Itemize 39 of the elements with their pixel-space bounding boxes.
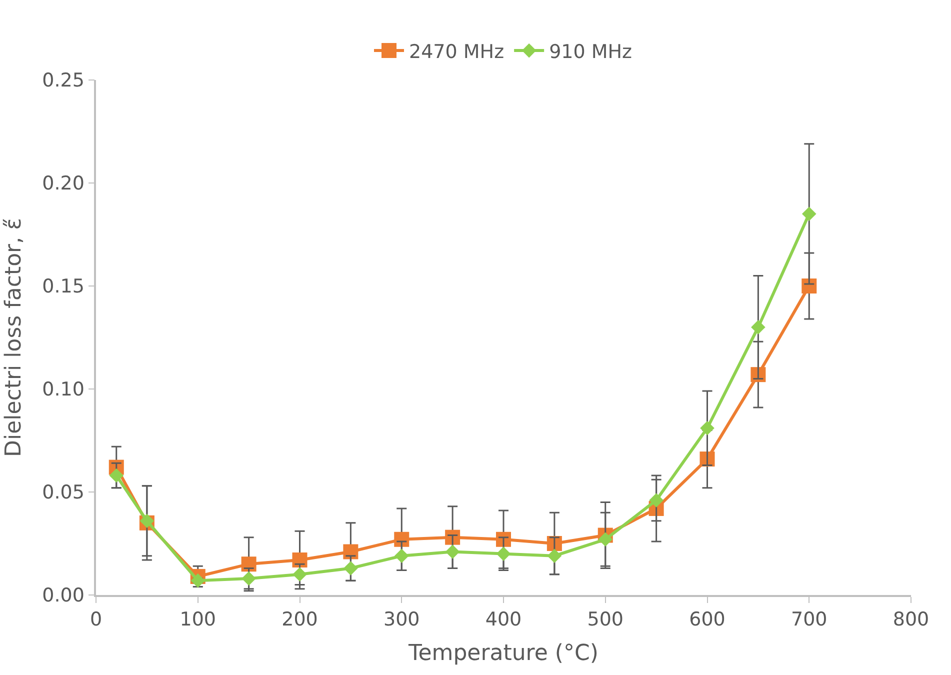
x-tick-label: 300 <box>383 608 420 631</box>
legend-label: 2470 MHz <box>409 40 504 63</box>
y-axis-title: Dielectri loss factor, ε̋ <box>1 218 26 457</box>
y-tick-label: 0.10 <box>42 378 84 401</box>
x-axis-title: Temperature (°C) <box>408 640 598 666</box>
point <box>140 514 154 528</box>
point <box>190 573 206 588</box>
x-tick-label: 200 <box>282 608 318 631</box>
point <box>292 567 307 582</box>
x-tick-label: 0 <box>90 608 102 631</box>
x-tick-label: 700 <box>790 608 828 631</box>
point <box>598 532 613 547</box>
x-tick-label: 100 <box>180 608 216 631</box>
point <box>292 552 308 568</box>
point <box>394 532 410 547</box>
x-tick-label: 500 <box>587 608 624 631</box>
legend-label: 910 MHz <box>549 40 632 63</box>
point <box>241 556 256 572</box>
point <box>109 468 124 483</box>
x-tick-label: 600 <box>689 608 726 631</box>
y-tick-label: 0.00 <box>42 584 84 607</box>
y-tick-label: 0.25 <box>42 70 84 92</box>
point <box>394 548 409 564</box>
point <box>344 561 358 576</box>
x-tick-label: 800 <box>892 608 930 631</box>
point <box>802 206 816 222</box>
point <box>700 420 714 436</box>
y-tick-label: 0.20 <box>42 172 84 195</box>
point <box>445 544 460 559</box>
point <box>802 278 817 294</box>
point <box>496 546 511 561</box>
point <box>649 493 664 508</box>
y-tick-label: 0.05 <box>42 482 84 504</box>
point <box>242 571 256 586</box>
point <box>547 548 562 564</box>
y-tick-label: 0.15 <box>42 276 84 298</box>
point <box>751 320 766 334</box>
x-tick-label: 400 <box>485 608 522 631</box>
point <box>343 544 358 560</box>
